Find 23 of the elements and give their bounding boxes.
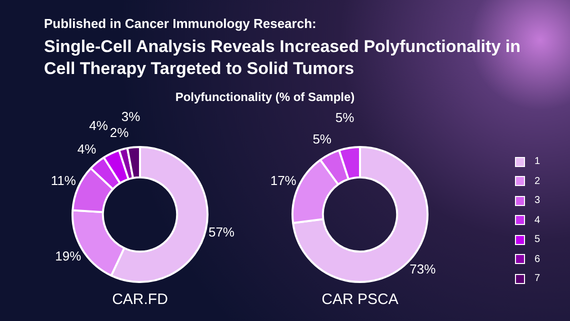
legend-label: 2 [534, 176, 540, 187]
data-label: 17% [270, 172, 297, 188]
legend-label: 3 [534, 195, 540, 206]
data-label: 57% [208, 224, 235, 240]
text: Single-Cell Analysis Reveals Increased Polyfunctionality in Cell Therapy Targeted to Solid Tumors [44, 36, 522, 80]
legend-label: 4 [534, 214, 540, 226]
text: Published in Cancer Immunology Research: [44, 16, 316, 31]
text: CAR PSCA [322, 291, 398, 308]
data-label: 5% [312, 132, 332, 147]
text: Polyfunctionality (% of Sample) [174, 90, 356, 104]
legend-label: 6 [534, 254, 540, 265]
data-label: 11% [50, 172, 76, 188]
data-label: 4% [77, 142, 97, 157]
legend-label: 5 [534, 234, 540, 246]
data-label: 73% [410, 261, 436, 276]
legend-label: 7 [534, 273, 540, 284]
legend-label: 1 [534, 156, 540, 168]
data-label: 4% [89, 118, 108, 133]
text: CAR.FD [112, 291, 168, 308]
data-label: 5% [335, 110, 355, 125]
data-label: 2% [110, 125, 130, 140]
data-label: 3% [121, 109, 141, 124]
data-label: 19% [55, 248, 82, 264]
